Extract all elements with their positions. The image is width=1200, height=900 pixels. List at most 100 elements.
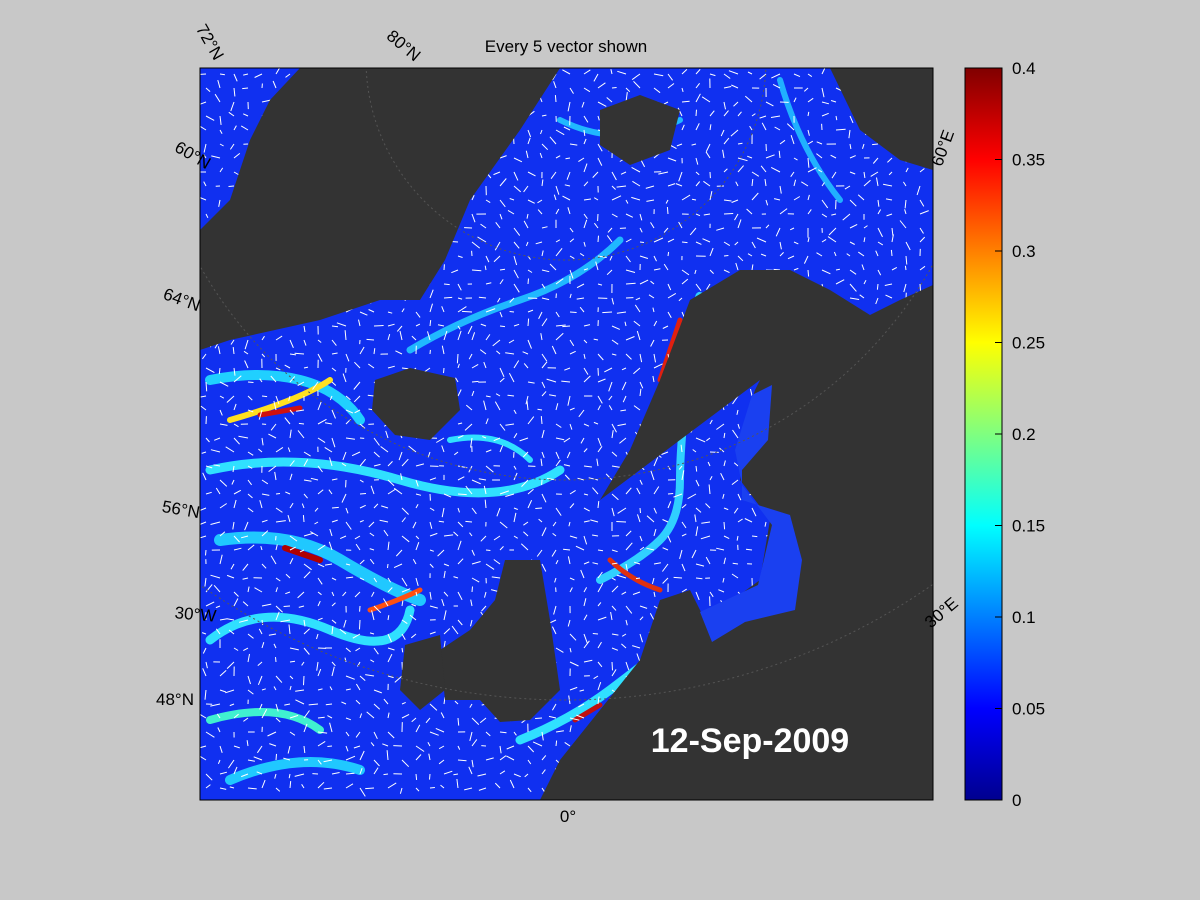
vector [355,647,361,652]
vector [723,101,726,110]
vector [399,787,403,794]
vector [611,213,618,218]
vector [872,143,879,146]
vector [667,283,672,291]
vector [548,715,557,719]
vector [295,699,305,705]
vector [499,213,503,220]
vector [583,520,590,523]
vector [240,125,249,131]
vector [457,591,463,601]
vector [492,339,501,347]
vector [341,462,347,467]
vector [303,745,306,754]
vector [396,325,403,332]
vector [483,400,487,411]
vector [625,542,633,551]
vector [736,409,739,415]
vector [205,381,208,392]
vector [491,576,501,579]
vector [205,601,215,607]
vector [569,339,575,347]
vector [695,563,705,567]
vector [884,283,893,286]
vector [387,712,390,719]
vector [772,83,781,89]
vector [540,129,543,135]
vector [218,199,221,207]
vector [275,395,280,405]
vector [216,713,221,719]
vector [567,101,571,112]
vector [471,241,481,249]
vector [523,220,529,229]
vector [773,268,781,271]
vector [373,437,380,446]
vector [401,577,408,587]
vector [317,577,323,585]
vector [653,528,657,537]
vector [579,689,585,692]
vector [807,194,810,201]
vector [339,628,347,635]
vector [493,535,501,541]
vector [438,520,445,523]
vector [636,653,641,663]
vector [205,784,211,789]
vector [831,171,837,179]
vector [662,547,669,551]
vector [317,617,323,621]
vector [653,353,656,363]
vector [325,703,333,706]
vector [441,445,445,453]
vector [706,437,711,442]
vector [793,241,799,245]
vector [583,598,587,607]
vector [469,532,473,537]
vector [215,628,221,635]
vector [555,647,564,653]
vector [289,339,294,348]
vector [200,535,207,539]
vector [597,571,603,579]
vector [678,171,683,182]
vector [317,600,321,607]
vector [807,269,810,277]
vector [233,598,239,607]
vector [583,535,588,545]
vector [355,543,361,551]
vector [695,68,701,75]
vector [505,352,515,355]
vector [226,661,235,669]
vector [919,227,924,234]
vector [200,126,207,131]
vector [737,255,744,262]
vector [275,507,283,513]
vector [379,519,389,523]
vector [639,388,642,397]
vector [830,154,837,159]
graticule-label: 48°N [156,690,194,709]
vector [345,772,355,775]
vector [443,640,446,649]
vector [441,345,445,355]
vector [303,647,310,655]
vector [583,241,586,247]
vector [650,339,655,347]
vector [633,320,641,327]
vector [289,781,292,789]
vector [339,535,347,540]
vector [438,759,445,765]
vector [247,586,250,593]
vector [457,422,463,425]
vector [662,325,669,329]
vector [233,499,237,509]
vector [633,405,641,411]
vector [681,241,688,244]
vector [677,107,683,117]
vector [555,311,560,318]
vector [373,767,379,775]
vector [625,353,632,360]
vector [272,80,277,89]
vector [285,591,291,595]
